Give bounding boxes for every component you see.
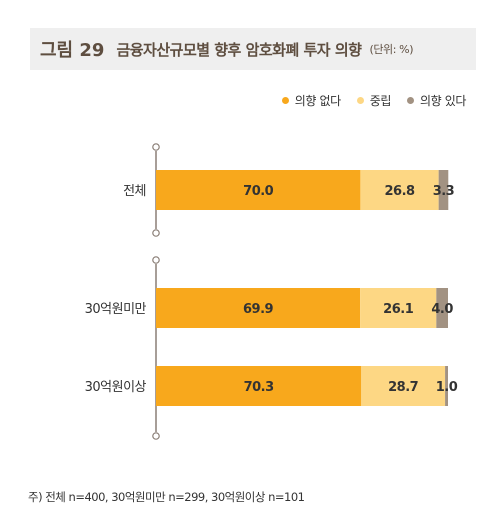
bar-segment-1-2 <box>360 170 439 210</box>
data-label-3-1: 70.3 <box>244 380 275 395</box>
legend-label-intent: 의향 있다 <box>420 94 466 108</box>
chart-legend: 의향 없다 중립 의향 있다 <box>281 92 466 109</box>
bar-segment-3-3 <box>445 366 448 406</box>
data-label-2-3: 4.0 <box>431 302 453 317</box>
figure-title-bar: 그림 29 금융자산규모별 향후 암호화폐 투자 의향 (단위: %) <box>30 28 476 70</box>
data-label-3-2: 28.7 <box>388 380 419 395</box>
figure-number: 그림 29 <box>40 40 105 61</box>
legend-dot-no-intent-icon <box>281 97 289 104</box>
axis-end-bottom-2 <box>152 432 160 440</box>
bar-segment-1-3 <box>438 170 449 210</box>
data-label-1-2: 26.8 <box>384 184 415 199</box>
bar-segment-3-2 <box>361 366 446 406</box>
category-label-1: 전체 <box>123 184 146 199</box>
axis-end-top-1 <box>152 143 160 151</box>
bar-segment-2-2 <box>360 288 437 328</box>
category-label-3: 30억원이상 <box>85 380 147 395</box>
axis-end-top-2 <box>152 256 160 264</box>
axis-end-bottom-1 <box>152 229 160 237</box>
legend-item-no-intent: 의향 없다 <box>281 92 341 109</box>
data-label-1-3: 3.3 <box>433 184 455 199</box>
legend-item-intent: 의향 있다 <box>407 92 466 109</box>
legend-item-neutral: 중립 <box>356 92 392 109</box>
data-label-1-1: 70.0 <box>243 184 274 199</box>
data-label-2-2: 26.1 <box>383 302 414 317</box>
bar-segment-2-3 <box>436 288 448 328</box>
legend-dot-intent-icon <box>407 97 415 104</box>
bar-segment-3-1 <box>156 366 362 406</box>
legend-dot-neutral-icon <box>356 97 364 104</box>
data-label-2-1: 69.9 <box>243 302 274 317</box>
legend-label-neutral: 중립 <box>369 94 392 108</box>
data-label-3-3: 1.0 <box>436 380 458 395</box>
bar-segment-2-1 <box>156 288 361 328</box>
category-label-2: 30억원미만 <box>85 302 147 317</box>
footnote: 주) 전체 n=400, 30억원미만 n=299, 30억원이상 n=101 <box>28 490 305 504</box>
unit-label: (단위: %) <box>369 43 414 56</box>
figure-title: 금융자산규모별 향후 암호화폐 투자 의향 <box>116 40 362 59</box>
stacked-bar-chart: 전체 70.0 26.8 3.3 30억원미만 69.9 26.1 4.0 30억원이상 70.3… <box>85 143 458 440</box>
bar-segment-1-1 <box>156 170 361 210</box>
legend-label-no-intent: 의향 없다 <box>294 94 341 108</box>
